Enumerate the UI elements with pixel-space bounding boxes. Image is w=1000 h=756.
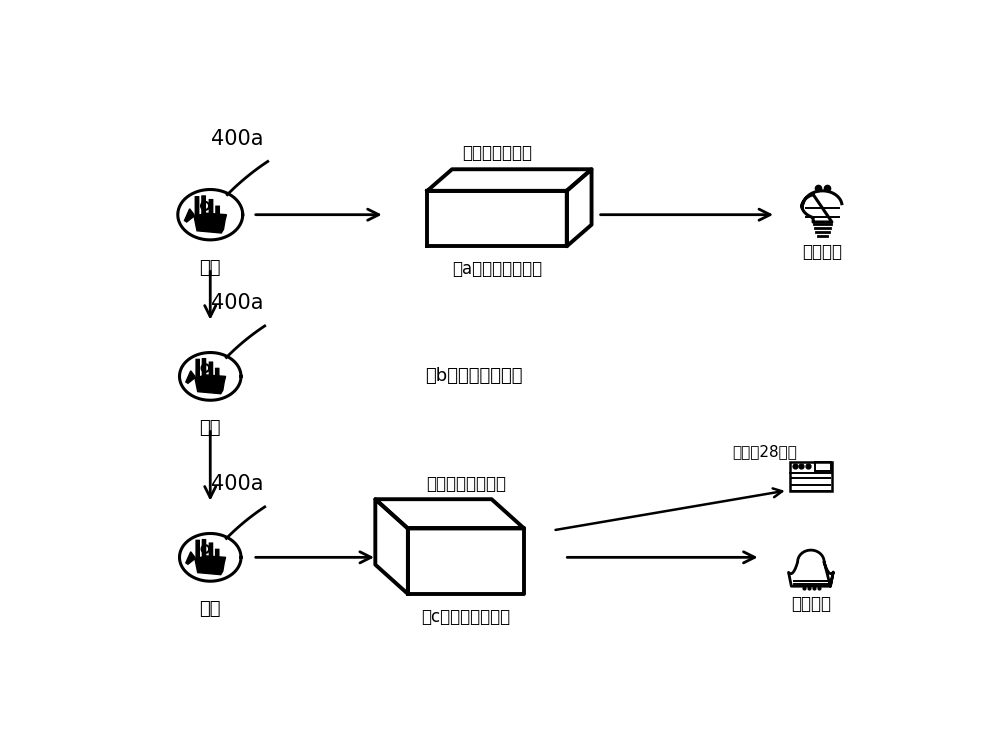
Polygon shape <box>194 213 226 233</box>
Text: 正面: 正面 <box>200 600 221 618</box>
Text: 主卧的灯: 主卧的灯 <box>802 243 842 261</box>
Text: （a）开关位于主卧: （a）开关位于主卧 <box>452 260 542 278</box>
Text: 400a: 400a <box>211 473 264 494</box>
FancyBboxPatch shape <box>215 367 220 383</box>
FancyBboxPatch shape <box>209 199 213 218</box>
Text: 控制主卧的灯开: 控制主卧的灯开 <box>462 144 532 162</box>
Text: （c）开关位于客厅: （c）开关位于客厅 <box>421 608 511 626</box>
FancyBboxPatch shape <box>195 358 200 380</box>
FancyBboxPatch shape <box>201 195 206 216</box>
Text: 400a: 400a <box>211 129 264 150</box>
Text: 客厅的灯: 客厅的灯 <box>791 595 831 613</box>
FancyBboxPatch shape <box>202 539 206 559</box>
FancyBboxPatch shape <box>209 542 213 560</box>
Text: （b）开关移至客厅: （b）开关移至客厅 <box>425 367 522 386</box>
Bar <box>790 462 832 491</box>
Text: 400a: 400a <box>211 293 264 313</box>
FancyBboxPatch shape <box>215 549 220 563</box>
Text: 背面: 背面 <box>200 420 221 438</box>
Text: 控制执行阅读场景: 控制执行阅读场景 <box>426 475 506 493</box>
Polygon shape <box>184 209 194 222</box>
Polygon shape <box>186 552 195 564</box>
Polygon shape <box>195 556 226 575</box>
Polygon shape <box>186 371 195 383</box>
FancyBboxPatch shape <box>195 196 199 218</box>
FancyBboxPatch shape <box>202 358 206 378</box>
FancyBboxPatch shape <box>215 206 220 221</box>
FancyBboxPatch shape <box>209 361 213 380</box>
Bar <box>815 462 831 471</box>
Polygon shape <box>195 375 226 394</box>
FancyBboxPatch shape <box>195 540 200 561</box>
Text: 温度（28度）: 温度（28度） <box>732 445 797 460</box>
Text: 正面: 正面 <box>200 259 221 277</box>
